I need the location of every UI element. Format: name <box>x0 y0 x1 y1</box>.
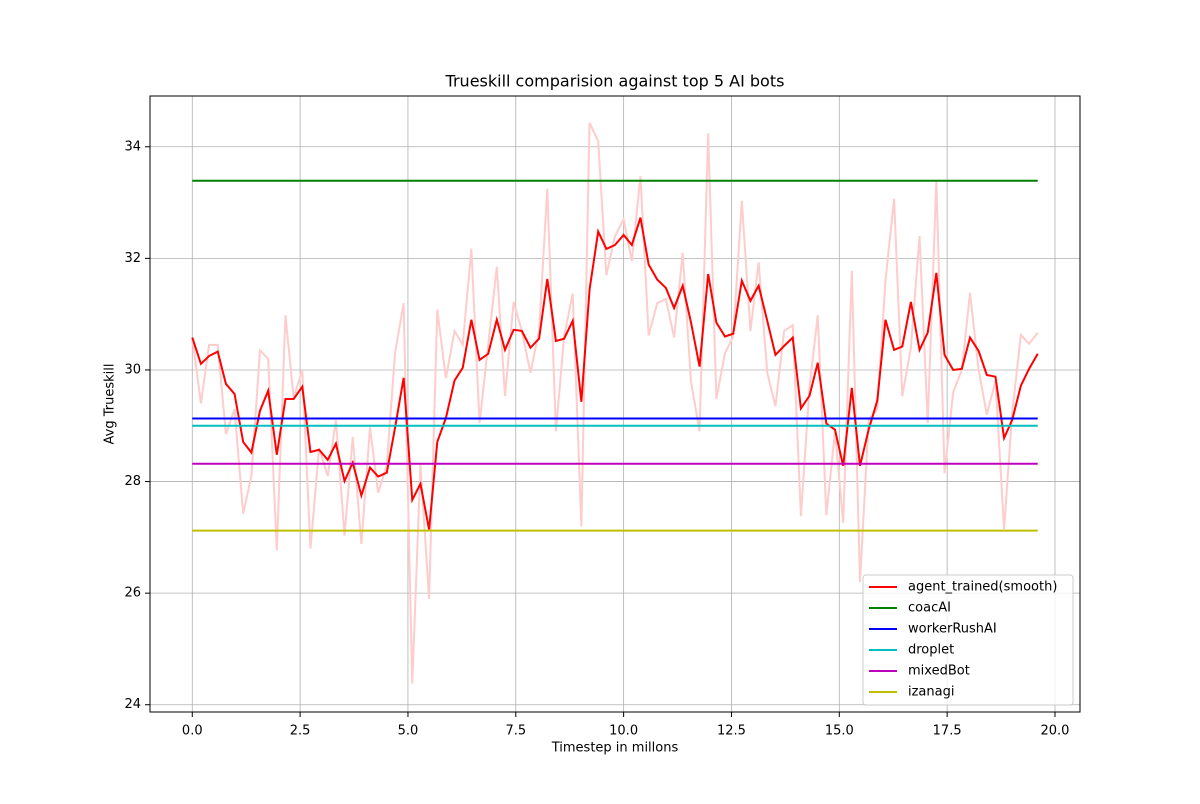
x-tick-label: 15.0 <box>825 724 854 739</box>
chart-title: Trueskill comparision against top 5 AI b… <box>445 72 785 91</box>
y-tick-label: 26 <box>124 586 141 601</box>
x-tick-label: 0.0 <box>182 724 203 739</box>
y-tick-label: 24 <box>124 697 141 712</box>
x-tick-label: 10.0 <box>609 724 638 739</box>
x-axis-label: Timestep in millons <box>551 741 679 756</box>
legend-label: agent_trained(smooth) <box>908 580 1057 595</box>
x-tick-label: 5.0 <box>398 724 419 739</box>
y-tick-label: 28 <box>124 474 141 489</box>
x-tick-label: 12.5 <box>717 724 746 739</box>
legend-label: workerRushAI <box>908 622 997 637</box>
legend-label: droplet <box>908 643 954 658</box>
series-line <box>191 122 1039 684</box>
x-tick-label: 2.5 <box>290 724 311 739</box>
plot-frame <box>149 95 1081 713</box>
legend-label: coacAI <box>908 601 951 616</box>
y-axis-label: Avg Trueskill <box>103 364 118 445</box>
series-line <box>191 217 1039 530</box>
y-tick-label: 30 <box>124 362 141 377</box>
y-tick-label: 34 <box>124 139 141 154</box>
legend-label: izanagi <box>908 685 954 700</box>
x-tick-label: 17.5 <box>933 724 962 739</box>
x-tick-label: 7.5 <box>505 724 526 739</box>
legend-label: mixedBot <box>908 664 970 679</box>
x-tick-label: 20.0 <box>1041 724 1070 739</box>
y-tick-label: 32 <box>124 251 141 266</box>
legend-box <box>862 574 1074 706</box>
